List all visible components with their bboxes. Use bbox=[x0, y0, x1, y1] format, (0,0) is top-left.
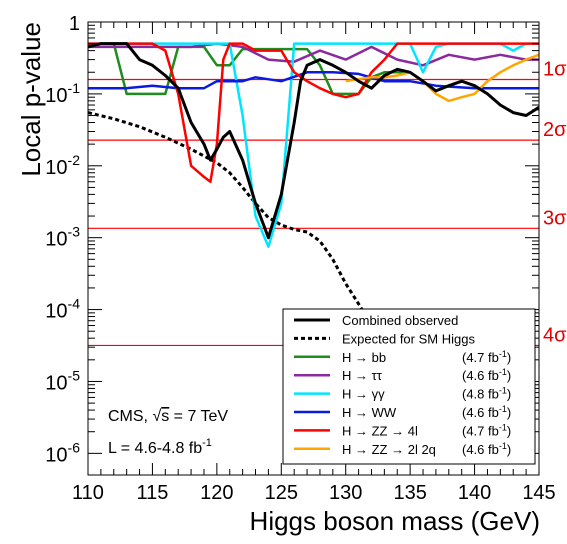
x-tick-label: 145 bbox=[522, 482, 555, 504]
y-tick-label: 10-1 bbox=[45, 80, 80, 107]
legend-label: H → ZZ → 4l bbox=[342, 423, 418, 438]
sigma-labels: 1σ 2σ 3σ 4σ bbox=[543, 58, 567, 346]
y-tick-label: 1 bbox=[69, 13, 80, 35]
y-tick-label: 10-5 bbox=[45, 367, 80, 394]
sqrt-s-symbol: s bbox=[161, 408, 169, 425]
y-tick-label: 10-2 bbox=[45, 152, 80, 179]
x-axis-title: Higgs boson mass (GeV) bbox=[250, 506, 540, 536]
sigma-label: 2σ bbox=[543, 119, 567, 141]
legend-label: H → WW bbox=[342, 405, 397, 420]
x-tick-label: 120 bbox=[200, 482, 233, 504]
series-line bbox=[88, 71, 539, 90]
sigma-label: 4σ bbox=[543, 324, 567, 346]
legend-label: H → ττ bbox=[342, 368, 383, 383]
legend-label: Expected for SM Higgs bbox=[342, 331, 475, 346]
x-tick-label: 130 bbox=[329, 482, 362, 504]
energy-annotation: CMS, √s = 7 TeV bbox=[108, 408, 228, 425]
series-line bbox=[88, 42, 539, 183]
series-line bbox=[88, 42, 539, 248]
x-tick-label: 110 bbox=[72, 482, 104, 504]
legend: Combined observed Expected for SM Higgs H … bbox=[282, 308, 536, 465]
legend-label: H → γγ bbox=[342, 387, 385, 402]
sigma-label: 3σ bbox=[543, 207, 567, 229]
x-tick-label: 135 bbox=[393, 482, 426, 504]
legend-label: H → bb bbox=[342, 350, 386, 365]
sigma-lines bbox=[88, 78, 539, 347]
tick-labels: 110 115 120 125 130 135 140 145 10-6 10-5 10-4 10-3… bbox=[45, 13, 555, 504]
x-tick-label: 115 bbox=[136, 482, 168, 504]
legend-box bbox=[282, 308, 536, 465]
legend-label: Combined observed bbox=[342, 313, 458, 328]
legend-label: H → ZZ → 2l 2q bbox=[342, 442, 436, 457]
series-line bbox=[88, 42, 539, 67]
x-tick-label: 125 bbox=[265, 482, 298, 504]
luminosity-annotation: L = 4.6-4.8 fb-1 bbox=[108, 437, 212, 457]
legend-entries: Combined observed Expected for SM Higgs H … bbox=[294, 313, 511, 457]
x-tick-label: 140 bbox=[458, 482, 491, 504]
series-line bbox=[345, 53, 539, 103]
y-tick-label: 10-4 bbox=[45, 296, 80, 323]
y-axis-title: Local p-value bbox=[16, 22, 46, 177]
axis-ticks bbox=[87, 21, 540, 475]
y-tick-label: 10-6 bbox=[45, 439, 80, 466]
series-line bbox=[88, 42, 539, 240]
series-lines bbox=[88, 42, 539, 404]
sigma-label: 1σ bbox=[543, 58, 567, 80]
y-tick-label: 10-3 bbox=[45, 224, 80, 251]
